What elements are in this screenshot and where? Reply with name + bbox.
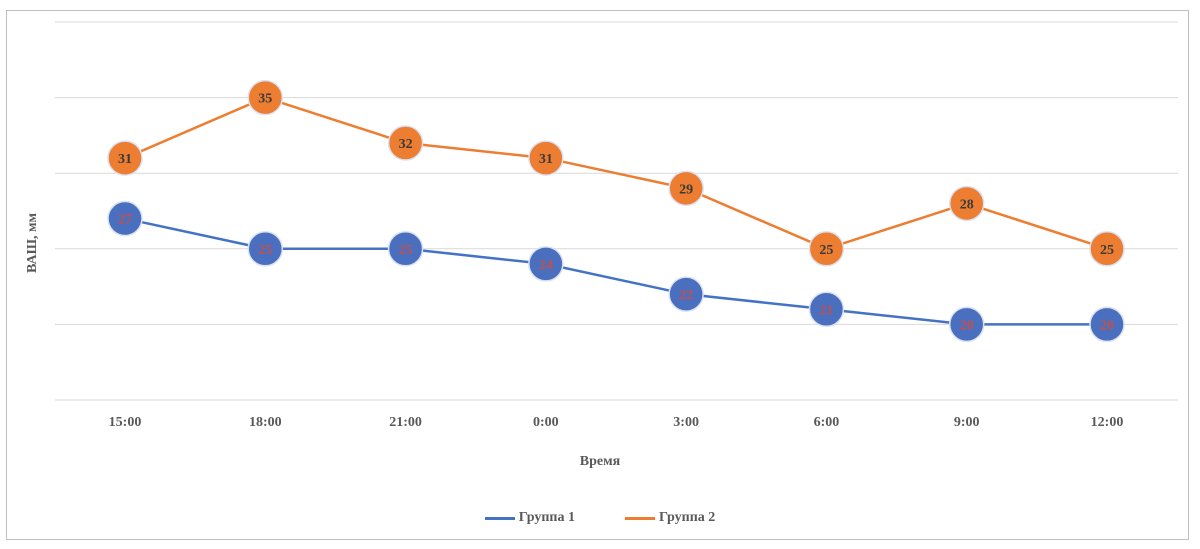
data-point-group-1: 20 [1089,306,1125,343]
data-point-marker [247,231,284,267]
x-axis-label: Время [580,454,621,469]
series-line-group-1 [124,217,1107,326]
legend: Группа 1 Группа 2 [0,510,1200,526]
data-point-marker [387,231,424,267]
series-markers: 27 25 25 24 22 21 20 20 31 35 32 31 29 25 28 25 [107,79,1125,343]
data-label: 20 [960,318,974,333]
x-tick-label: 12:00 [1091,415,1124,430]
data-point-group-2: 32 [387,125,424,161]
data-label: 21 [819,303,833,318]
legend-item-group-1: Группа 1 [484,510,575,526]
data-point-marker [948,306,985,343]
x-tick-label: 15:00 [109,415,142,430]
x-tick-label: 9:00 [954,415,980,430]
data-point-group-2: 25 [1089,231,1125,267]
data-label: 25 [399,243,413,258]
legend-swatch-group-1 [484,516,515,520]
data-point-marker [107,200,143,237]
data-point-marker [528,140,564,176]
data-point-group-1: 27 [107,200,143,237]
series-lines [124,96,1108,326]
data-point-group-1: 24 [528,246,564,282]
data-point-group-1: 21 [808,291,845,328]
data-point-group-1: 25 [247,231,284,267]
data-point-marker [387,125,424,161]
y-axis-label: ВАШ, мм [25,213,40,273]
data-point-marker [808,291,845,328]
series-line-group-2 [124,96,1108,251]
x-tick-label: 21:00 [389,415,422,430]
x-tick-label: 18:00 [249,415,282,430]
data-label: 31 [118,152,132,167]
data-point-marker [668,170,704,207]
data-label: 29 [679,182,693,197]
data-point-group-2: 25 [808,231,845,267]
data-point-marker [808,231,845,267]
data-point-group-1: 25 [387,231,424,267]
x-tick-label: 3:00 [673,415,699,430]
data-label: 28 [960,197,974,212]
data-label: 32 [399,137,413,152]
data-point-marker [107,140,143,176]
data-label: 25 [258,243,272,258]
data-point-marker [668,276,704,312]
data-label: 35 [258,92,272,107]
x-tick-label: 0:00 [533,415,559,430]
data-label: 27 [118,213,132,228]
data-point-group-2: 29 [668,170,704,207]
data-label: 31 [539,152,553,167]
legend-item-group-2: Группа 2 [625,510,715,526]
data-point-group-2: 28 [948,185,985,222]
data-point-marker [1089,231,1125,267]
data-label: 25 [819,243,833,258]
data-label: 20 [1100,318,1114,333]
gridlines [55,21,1178,401]
data-point-marker [247,79,284,116]
data-point-group-1: 22 [668,276,704,312]
x-axis-tick-labels: 15:00 18:00 21:00 0:00 3:00 6:00 9:00 12:00 [109,415,1124,430]
data-label: 24 [539,258,553,273]
data-point-group-2: 35 [247,79,284,116]
data-label: 25 [1100,243,1114,258]
data-point-marker [948,185,985,222]
legend-label-group-2: Группа 2 [659,510,716,525]
legend-swatch-group-2 [625,516,655,520]
data-point-marker [1089,306,1125,343]
data-point-group-2: 31 [107,140,143,176]
data-label: 22 [679,288,693,303]
legend-label-group-1: Группа 1 [518,510,575,525]
x-tick-label: 6:00 [814,415,840,430]
data-point-group-2: 31 [528,140,564,176]
data-point-group-1: 20 [948,306,985,343]
data-point-marker [528,246,564,282]
